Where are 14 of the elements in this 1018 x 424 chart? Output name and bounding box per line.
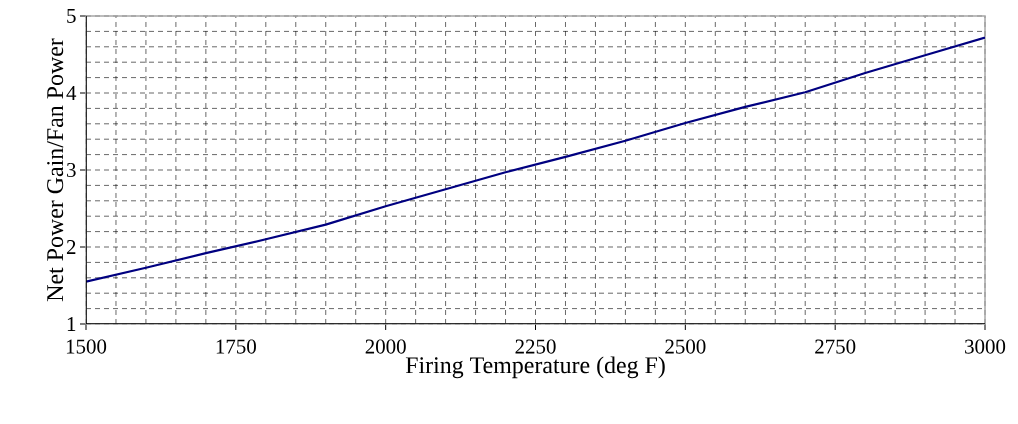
y-tick-label: 3 (67, 162, 76, 178)
x-tick-label: 2500 (665, 339, 706, 354)
x-tick-label: 2250 (515, 339, 556, 354)
y-tick-label: 1 (67, 317, 76, 331)
y-tick-label: 4 (66, 86, 77, 100)
x-tick-label: 2000 (365, 339, 406, 354)
x-tick-label: 3000 (965, 339, 1006, 354)
x-axis-title: Firing Temperature (deg F) (405, 356, 665, 379)
x-tick-label: 1500 (66, 339, 107, 354)
x-tick-label: 1750 (216, 339, 256, 354)
x-tick-label: 2750 (815, 339, 856, 354)
y-tick-label: 2 (66, 240, 76, 254)
y-axis-title: Net Power Gain/Fan Power (47, 38, 64, 302)
y-tick-label: 5 (67, 9, 76, 23)
